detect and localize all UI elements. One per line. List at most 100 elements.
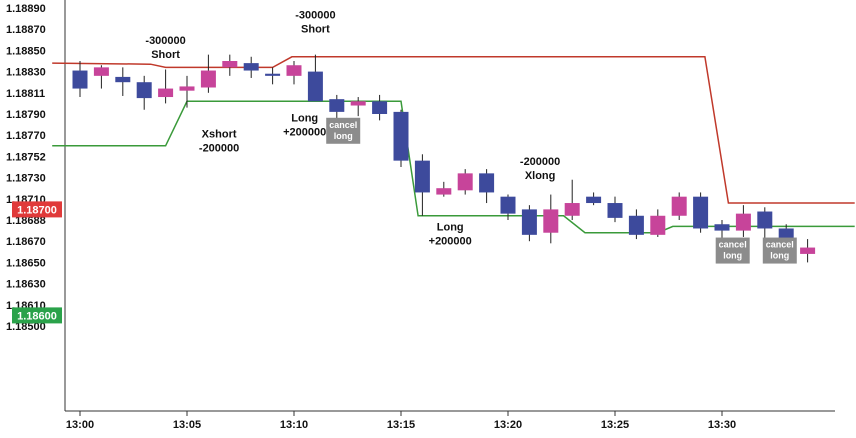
x-tick-label: 13:30: [708, 419, 736, 431]
candle: [757, 207, 773, 242]
candle-body: [115, 76, 131, 83]
y-axis-labels: 1.18890 1.18870 1.18850 1.18830 1.18811 1.187…: [6, 3, 62, 333]
candle-body: [436, 188, 452, 195]
y-tick-label: 1.18500: [6, 321, 46, 333]
candle-body: [457, 173, 473, 191]
trade-annotation: -300000 Short: [145, 35, 185, 61]
candle: [671, 192, 687, 220]
cancel-labels: cancel long cancel long cancel long: [326, 117, 797, 264]
candle: [286, 61, 302, 85]
candle: [607, 196, 623, 223]
candle: [115, 67, 131, 96]
candle-body: [735, 213, 751, 231]
x-tick-label: 13:25: [601, 419, 629, 431]
cancel-label-text: cancel long: [329, 120, 357, 141]
price-badge-label: 1.18600: [17, 310, 57, 322]
candle: [714, 220, 730, 240]
y-tick-label: 1.18811: [6, 88, 45, 100]
cancel-label-text: cancel long: [766, 240, 794, 261]
candle-body: [714, 224, 730, 231]
candle: [564, 179, 580, 220]
y-tick-label: 1.18830: [6, 67, 46, 79]
candle-body: [372, 101, 388, 114]
candle: [265, 67, 281, 85]
candle-body: [179, 86, 195, 91]
candle-body: [800, 247, 816, 254]
candle: [479, 169, 495, 204]
x-tick-label: 13:00: [66, 419, 94, 431]
trade-annotation: Long +200000: [429, 222, 472, 248]
candle: [650, 209, 666, 237]
candle-body: [72, 70, 88, 89]
candle-body: [158, 88, 174, 98]
y-tick-label: 1.18688: [6, 215, 46, 227]
cancel-long-label: cancel long: [762, 237, 797, 264]
candle-body: [136, 82, 152, 99]
price-badge: 1.18600: [12, 307, 62, 324]
candle-body: [543, 209, 559, 233]
candle-body: [265, 73, 281, 76]
trade-annotation: -200000 Xlong: [520, 156, 560, 182]
candle: [414, 154, 430, 216]
candle: [372, 94, 388, 121]
candle: [393, 109, 409, 167]
candle-body: [607, 203, 623, 218]
y-tick-label: 1.18790: [6, 109, 46, 121]
x-tick-label: 13:15: [387, 419, 415, 431]
candle: [136, 75, 152, 110]
candle-body: [500, 196, 516, 214]
candle: [179, 75, 195, 108]
candle: [222, 54, 238, 76]
candle: [93, 65, 109, 89]
candle-body: [757, 211, 773, 229]
candle: [586, 192, 602, 206]
x-tick-label: 13:05: [173, 419, 201, 431]
candle: [500, 194, 516, 220]
candle-body: [393, 111, 409, 161]
signal-lines: [52, 56, 855, 234]
candle-body: [222, 61, 238, 68]
candle-body: [564, 203, 580, 216]
candle-body: [628, 215, 644, 235]
candle: [628, 209, 644, 240]
candle: [800, 239, 816, 263]
candle-body: [307, 71, 323, 102]
x-tick-label: 13:20: [494, 419, 522, 431]
y-tick-label: 1.18670: [6, 236, 46, 248]
candle: [543, 194, 559, 244]
candle-body: [414, 160, 430, 193]
candle: [436, 181, 452, 197]
candle: [158, 69, 174, 104]
y-tick-label: 1.18870: [6, 24, 46, 36]
candle: [243, 56, 259, 78]
candle-body: [479, 173, 495, 193]
price-badge-label: 1.18700: [17, 204, 57, 216]
plot-area: 13:00 13:05 13:10 13:15 13:20 13:25 13:30 -300…: [52, 0, 855, 431]
candle-body: [693, 196, 709, 229]
candle-body: [521, 209, 537, 235]
x-tick-label: 13:10: [280, 419, 308, 431]
candle-body: [350, 101, 366, 106]
y-tick-label: 1.18730: [6, 173, 46, 185]
cancel-label-text: cancel long: [719, 240, 747, 261]
candle: [521, 205, 537, 242]
candle-body: [650, 215, 666, 235]
candle-body: [329, 99, 345, 112]
annotations: -300000 Short -300000 Short Long +200000 Xshor…: [145, 10, 560, 248]
candle: [200, 54, 216, 93]
candle-body: [93, 67, 109, 76]
signal-line: [52, 100, 855, 234]
price-badge: 1.18700: [12, 201, 62, 218]
candle-body: [200, 70, 216, 88]
y-tick-label: 1.18650: [6, 257, 46, 269]
trade-annotation: Long +200000: [283, 112, 326, 138]
y-tick-label: 1.18890: [6, 3, 46, 15]
candle: [350, 97, 366, 117]
candle-body: [586, 196, 602, 204]
trade-annotation: Xshort -200000: [199, 128, 239, 154]
y-tick-label: 1.18630: [6, 279, 46, 291]
candle-body: [286, 65, 302, 76]
y-tick-label: 1.18850: [6, 45, 46, 57]
cancel-long-label: cancel long: [715, 237, 750, 264]
